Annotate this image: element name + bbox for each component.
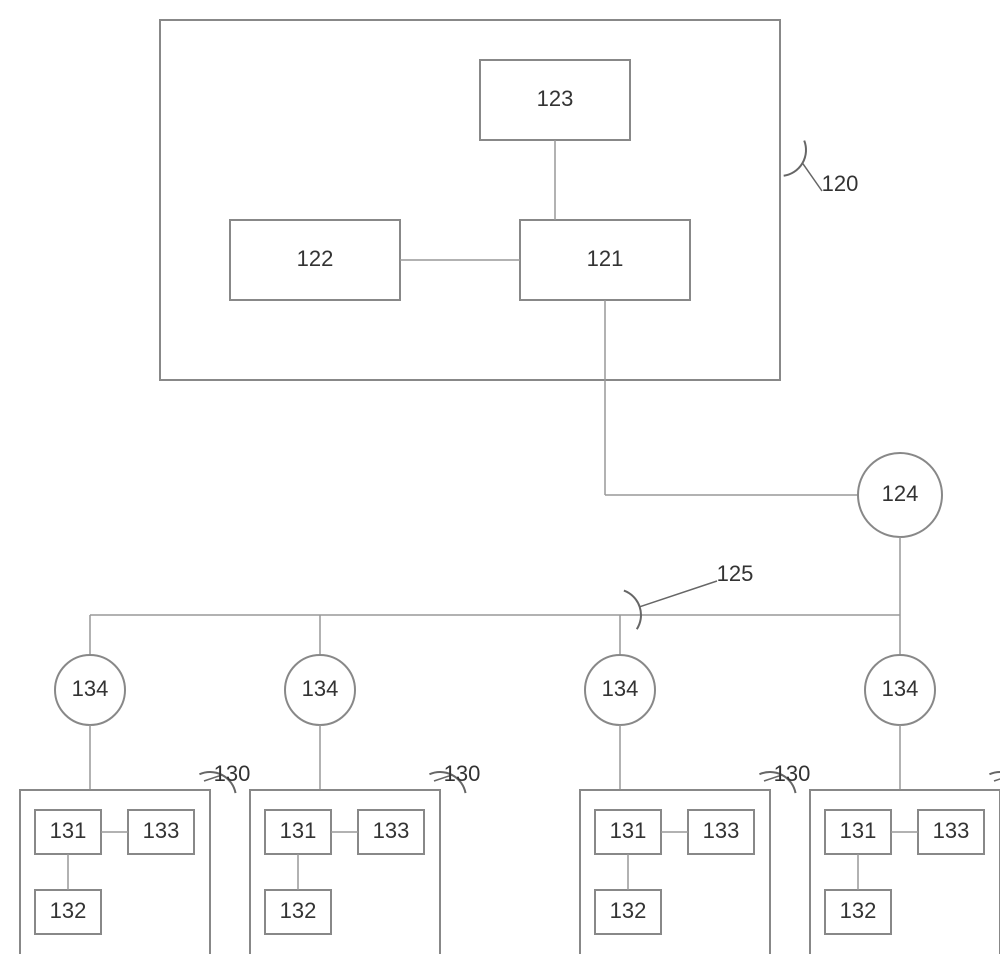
container-120 xyxy=(160,20,780,380)
label-124: 124 xyxy=(882,481,919,506)
callout-130-3-leader xyxy=(994,775,1000,781)
callout-130-0-label: 130 xyxy=(214,761,251,786)
label-121: 121 xyxy=(587,246,624,271)
label-134-1: 134 xyxy=(302,676,339,701)
label-132-2: 132 xyxy=(610,898,647,923)
callout-120-leader xyxy=(802,163,822,191)
callout-120-label: 120 xyxy=(822,171,859,196)
label-134-0: 134 xyxy=(72,676,109,701)
label-132-1: 132 xyxy=(280,898,317,923)
callout-125-label: 125 xyxy=(717,561,754,586)
unit-130-0 xyxy=(20,790,210,954)
label-133-2: 133 xyxy=(703,818,740,843)
label-134-3: 134 xyxy=(882,676,919,701)
callout-130-1-label: 130 xyxy=(444,761,481,786)
label-123: 123 xyxy=(537,86,574,111)
label-131-1: 131 xyxy=(280,818,317,843)
label-131-2: 131 xyxy=(610,818,647,843)
unit-130-2 xyxy=(580,790,770,954)
label-131-0: 131 xyxy=(50,818,87,843)
label-133-1: 133 xyxy=(373,818,410,843)
label-134-2: 134 xyxy=(602,676,639,701)
label-133-3: 133 xyxy=(933,818,970,843)
label-122: 122 xyxy=(297,246,334,271)
label-132-0: 132 xyxy=(50,898,87,923)
unit-130-3 xyxy=(810,790,1000,954)
callout-120-arc xyxy=(784,141,806,176)
label-132-3: 132 xyxy=(840,898,877,923)
label-133-0: 133 xyxy=(143,818,180,843)
label-131-3: 131 xyxy=(840,818,877,843)
block-diagram: 123 122 121 120 124 125 134 130 131 133 132 134 130 1… xyxy=(0,0,1000,954)
callout-125-arc xyxy=(624,591,641,630)
callout-125-leader xyxy=(640,581,717,607)
unit-130-1 xyxy=(250,790,440,954)
callout-130-2-label: 130 xyxy=(774,761,811,786)
